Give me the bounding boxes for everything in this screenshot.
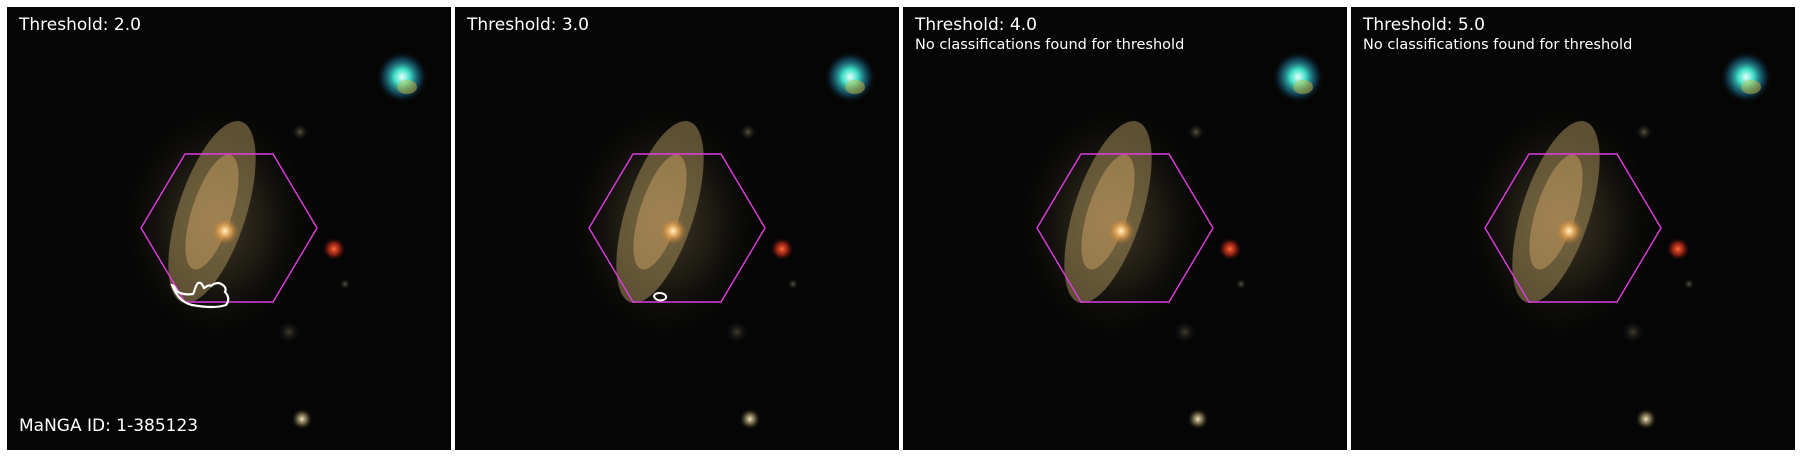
panel-title: Threshold: 3.0 — [467, 15, 589, 35]
panel-threshold-2: Threshold: 2.0 MaNGA ID: 1-385123 — [7, 7, 451, 450]
galaxy-image — [7, 7, 451, 450]
panel-threshold-3: Threshold: 3.0 — [455, 7, 899, 450]
hexagon-footprint — [140, 153, 318, 303]
hexagon-footprint — [1484, 153, 1662, 303]
classification-contour — [170, 281, 230, 308]
no-classification-note: No classifications found for threshold — [915, 37, 1185, 53]
panel-title: Threshold: 2.0 — [19, 15, 141, 35]
galaxy-image — [1351, 7, 1795, 450]
panel-title: Threshold: 5.0 — [1363, 15, 1485, 35]
galaxy-image — [455, 7, 899, 450]
hexagon-footprint — [588, 153, 766, 303]
panel-threshold-5: Threshold: 5.0 No classifications found … — [1351, 7, 1795, 450]
panel-title: Threshold: 4.0 — [915, 15, 1037, 35]
panel-threshold-4: Threshold: 4.0 No classifications found … — [903, 7, 1347, 450]
hexagon-footprint — [1036, 153, 1214, 303]
classification-contour — [652, 291, 668, 302]
galaxy-image — [903, 7, 1347, 450]
no-classification-note: No classifications found for threshold — [1363, 37, 1633, 53]
manga-id-label: MaNGA ID: 1-385123 — [19, 416, 199, 436]
